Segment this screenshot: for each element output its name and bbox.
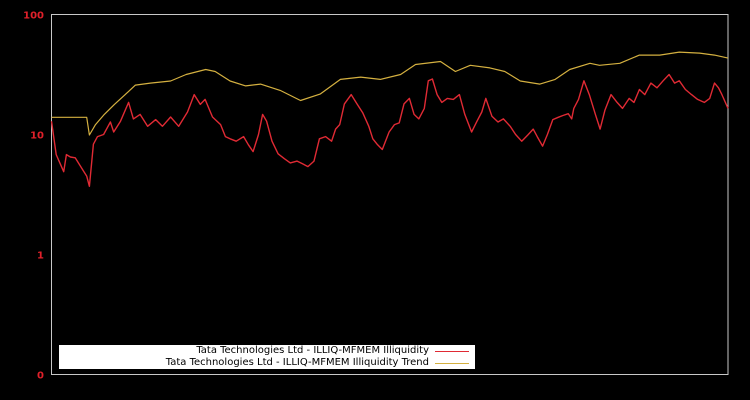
legend-swatch-trend: [435, 363, 469, 364]
y-tick-label: 100: [23, 11, 44, 22]
y-tick-label: 10: [30, 131, 44, 142]
legend: Tata Technologies Ltd - ILLIQ-MFMEM Illi…: [59, 345, 475, 369]
plot-frame: [51, 14, 729, 375]
legend-swatch-illiquidity: [435, 351, 469, 352]
y-tick-label: 1: [37, 251, 44, 262]
legend-label-trend: Tata Technologies Ltd - ILLIQ-MFMEM Illi…: [165, 357, 429, 368]
plot-lines: [50, 51, 729, 188]
legend-label-illiquidity: Tata Technologies Ltd - ILLIQ-MFMEM Illi…: [196, 345, 429, 356]
y-tick-label: 0: [37, 371, 44, 382]
illiquidity-trend-line: [51, 51, 729, 136]
illiquidity-line: [50, 73, 729, 188]
